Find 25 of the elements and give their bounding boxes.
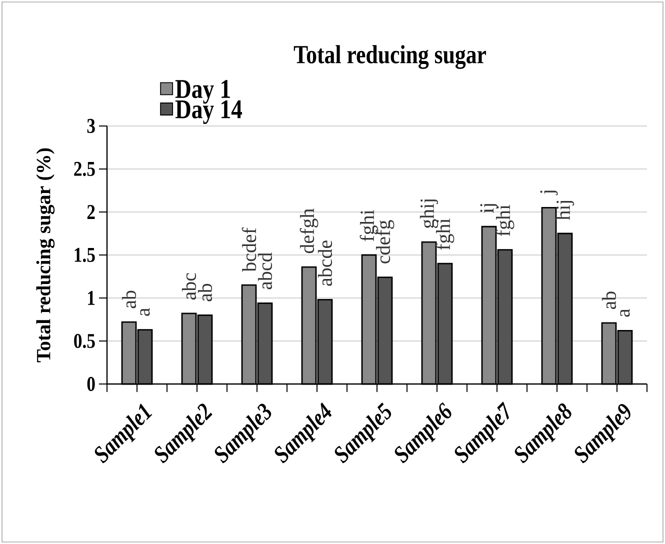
data-label: fghi (496, 204, 514, 236)
data-label: fghi (436, 218, 454, 250)
data-label: ab (122, 290, 136, 308)
data-label: ghij (420, 199, 438, 228)
y-tick-label: 0 (87, 376, 95, 392)
y-tick-label: 2.5 (74, 162, 95, 176)
y-tick-label: 3 (87, 118, 95, 134)
data-label: abc (182, 273, 196, 300)
data-label: bcdef (242, 227, 256, 272)
data-label: j (540, 190, 558, 196)
data-label: abcde (318, 240, 332, 286)
data-label: a (620, 308, 630, 317)
data-label: ab (602, 292, 616, 310)
y-tick-label: 0.5 (74, 334, 95, 348)
y-axis-title: Total reducing sugar (%) (36, 148, 55, 362)
y-tick-label: 1 (88, 291, 95, 305)
data-label: hij (556, 200, 574, 220)
data-label: ab (198, 284, 212, 302)
data-label: ij (480, 204, 498, 213)
chart-title: Total reducing sugar (294, 45, 486, 69)
data-label: abcd (258, 252, 272, 290)
data-label: a (140, 308, 150, 316)
y-tick-label: 1.5 (74, 248, 95, 262)
y-tick-label: 2 (87, 205, 95, 219)
data-label: defgh (300, 208, 318, 254)
